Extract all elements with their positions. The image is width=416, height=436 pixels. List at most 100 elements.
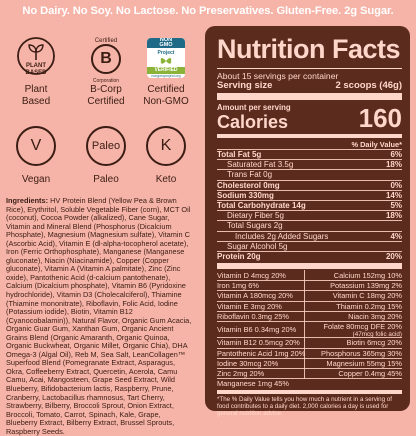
nutrition-facts-panel: Nutrition Facts About 15 servings per co…: [205, 26, 410, 417]
vitamin-cell: Vitamin B12 0.5mcg 20%: [217, 338, 300, 348]
daily-value-header: % Daily Value*: [351, 140, 402, 149]
paleo-icon: Paleo: [86, 126, 126, 166]
b-corp-badge-top: Certified: [94, 38, 118, 44]
row-divider: [217, 230, 402, 232]
row-divider: [217, 368, 402, 370]
nutrient-row: Total Fat 5g 6%: [217, 150, 402, 160]
row-divider: [217, 280, 402, 281]
row-divider: [217, 210, 402, 212]
b-corp-icon: B: [91, 44, 121, 74]
column-divider: [304, 270, 305, 379]
nutrient-label: Total Carbohydrate 14g: [217, 201, 306, 210]
row-divider: [217, 300, 402, 302]
cert-label-plant-based: Plant Based: [6, 84, 66, 107]
row-divider: [217, 321, 402, 323]
thick-divider: [217, 390, 402, 395]
thick-divider: [217, 134, 402, 138]
non-gmo-cert: NON GMO Project VERIFIED nongmoproject.or…: [136, 36, 196, 107]
row-divider: [217, 200, 402, 201]
nutrient-label: Total Sugars 2g: [227, 221, 283, 231]
nutrient-dv: 18%: [385, 160, 402, 170]
row-divider: [217, 251, 402, 252]
vitamin-cell: Thiamin 0.2mg 15%: [336, 301, 402, 311]
row-divider: [217, 169, 402, 171]
vitamin-cell: Potassium 139mg 2%: [330, 281, 402, 290]
nutrient-row: Total Carbohydrate 14g 5%: [217, 201, 402, 211]
divider: [217, 68, 402, 69]
nutrient-label: Sodium 330mg: [217, 190, 274, 200]
vitamin-cell: Vitamin B6 0.34mg 20%: [217, 324, 297, 334]
vitamin-cell: Pantothenic Acid 1mg 20%: [217, 348, 306, 358]
nutrient-dv: 20%: [385, 252, 402, 261]
row-divider: [217, 149, 402, 150]
row-divider: [217, 159, 402, 161]
butterfly-icon: [160, 57, 172, 64]
vitamin-cell: Riboflavin 0.3mg 25%: [217, 311, 289, 321]
vitamin-cell: Folate 80mcg DFE 20% (47mcg folic acid): [324, 322, 402, 338]
ingredients-heading: Ingredients:: [6, 196, 49, 205]
nutrient-label: Dietary Fiber 5g: [227, 211, 284, 221]
vitamin-cell: Magnesium 55mg 15%: [326, 358, 402, 368]
non-gmo-badge-url: nongmoproject.org: [151, 74, 181, 78]
row-divider: [217, 357, 402, 359]
nutrition-facts-title: Nutrition Facts: [217, 34, 401, 64]
row-divider: [217, 310, 402, 312]
vitamin-cell: Vitamin E 3mg 20%: [217, 301, 282, 311]
nutrient-dv: 14%: [385, 190, 402, 200]
nutrient-row: Sugar Alcohol 5g: [217, 242, 402, 252]
vitamin-cell: Copper 0.4mg 45%: [338, 369, 402, 379]
vitamin-cell: Vitamin C 18mg 20%: [332, 291, 402, 301]
amount-per-serving: Amount per serving: [217, 103, 291, 112]
vitamin-cell-note: (47mcg folic acid): [352, 331, 402, 339]
daily-value-footnote: *The % Daily Value tells you how much a …: [217, 396, 392, 418]
row-divider: [217, 189, 402, 191]
vitamin-cell-text: Folate 80mcg DFE 20%: [323, 322, 402, 332]
calories-label: Calories: [217, 112, 289, 132]
nutrient-label: Saturated Fat 3.5g: [227, 160, 294, 170]
thick-divider: [217, 263, 402, 270]
nutrient-label: Trans Fat 0g: [227, 170, 273, 180]
nutrient-row: Includes 2g Added Sugars 4%: [217, 232, 402, 242]
non-gmo-badge-mid: Project: [157, 50, 175, 56]
ingredients-list: HV Protein Blend (Yellow Pea & Brown Ric…: [6, 196, 192, 436]
servings-per-container: About 15 servings per container: [217, 71, 339, 81]
nutrient-row: Cholesterol 0mg 0%: [217, 181, 402, 191]
row-divider: [217, 179, 402, 181]
keto-icon: K: [146, 126, 186, 166]
plant-icon: [16, 36, 56, 76]
cert-label-text: Non-GMO: [143, 95, 189, 107]
non-gmo-badge-top: NON GMO: [147, 38, 185, 48]
claims-banner: No Dairy. No Soy. No Lactose. No Preserv…: [22, 5, 394, 17]
nutrient-dv: 5%: [390, 201, 402, 210]
cert-label-text: Certified: [147, 84, 185, 95]
b-corp-badge-bottom: Corporation: [92, 78, 120, 84]
nutrient-dv: 18%: [385, 211, 402, 221]
vitamin-cell: Iron 1mg 6%: [217, 281, 259, 290]
vitamin-cell: Manganese 1mg 45%: [217, 379, 289, 389]
row-divider: [217, 220, 402, 222]
nutrient-row: Dietary Fiber 5g 18%: [217, 211, 402, 221]
product-label: No Dairy. No Soy. No Lactose. No Preserv…: [6, 5, 410, 436]
nutrient-row: Saturated Fat 3.5g 18%: [217, 160, 402, 170]
vegan-icon: V: [16, 126, 56, 166]
non-gmo-badge-bottom: VERIFIED: [147, 67, 185, 74]
cert-label-text: Based: [21, 95, 51, 107]
plant-badge-text: PLANT BASED: [25, 63, 47, 76]
cert-label-text: B-Corp: [90, 84, 122, 95]
nutrient-dv: 4%: [390, 231, 402, 241]
cert-label-paleo: Paleo: [93, 174, 119, 185]
nutrient-row: Protein 20g 20%: [217, 252, 402, 262]
cert-label-vegan: Vegan: [21, 174, 51, 185]
vitamin-cell: Iodine 30mcg 20%: [217, 358, 279, 368]
serving-size-value: 2 scoops (46g): [335, 80, 402, 91]
row-divider: [217, 347, 402, 349]
vitamin-cell: Phosphorus 365mg 30%: [321, 348, 402, 358]
nutrient-row: Trans Fat 0g: [217, 170, 402, 180]
cert-label-non-gmo: Certified Non-GMO: [136, 84, 196, 107]
vitamin-cell: Zinc 2mg 20%: [217, 369, 265, 379]
vitamin-cell: Biotin 6mcg 20%: [346, 338, 402, 348]
serving-size-label: Serving size: [217, 80, 273, 91]
nutrient-label: Cholesterol 0mg: [217, 180, 280, 190]
row-divider: [217, 290, 402, 292]
cert-label-text: Plant: [24, 84, 48, 95]
